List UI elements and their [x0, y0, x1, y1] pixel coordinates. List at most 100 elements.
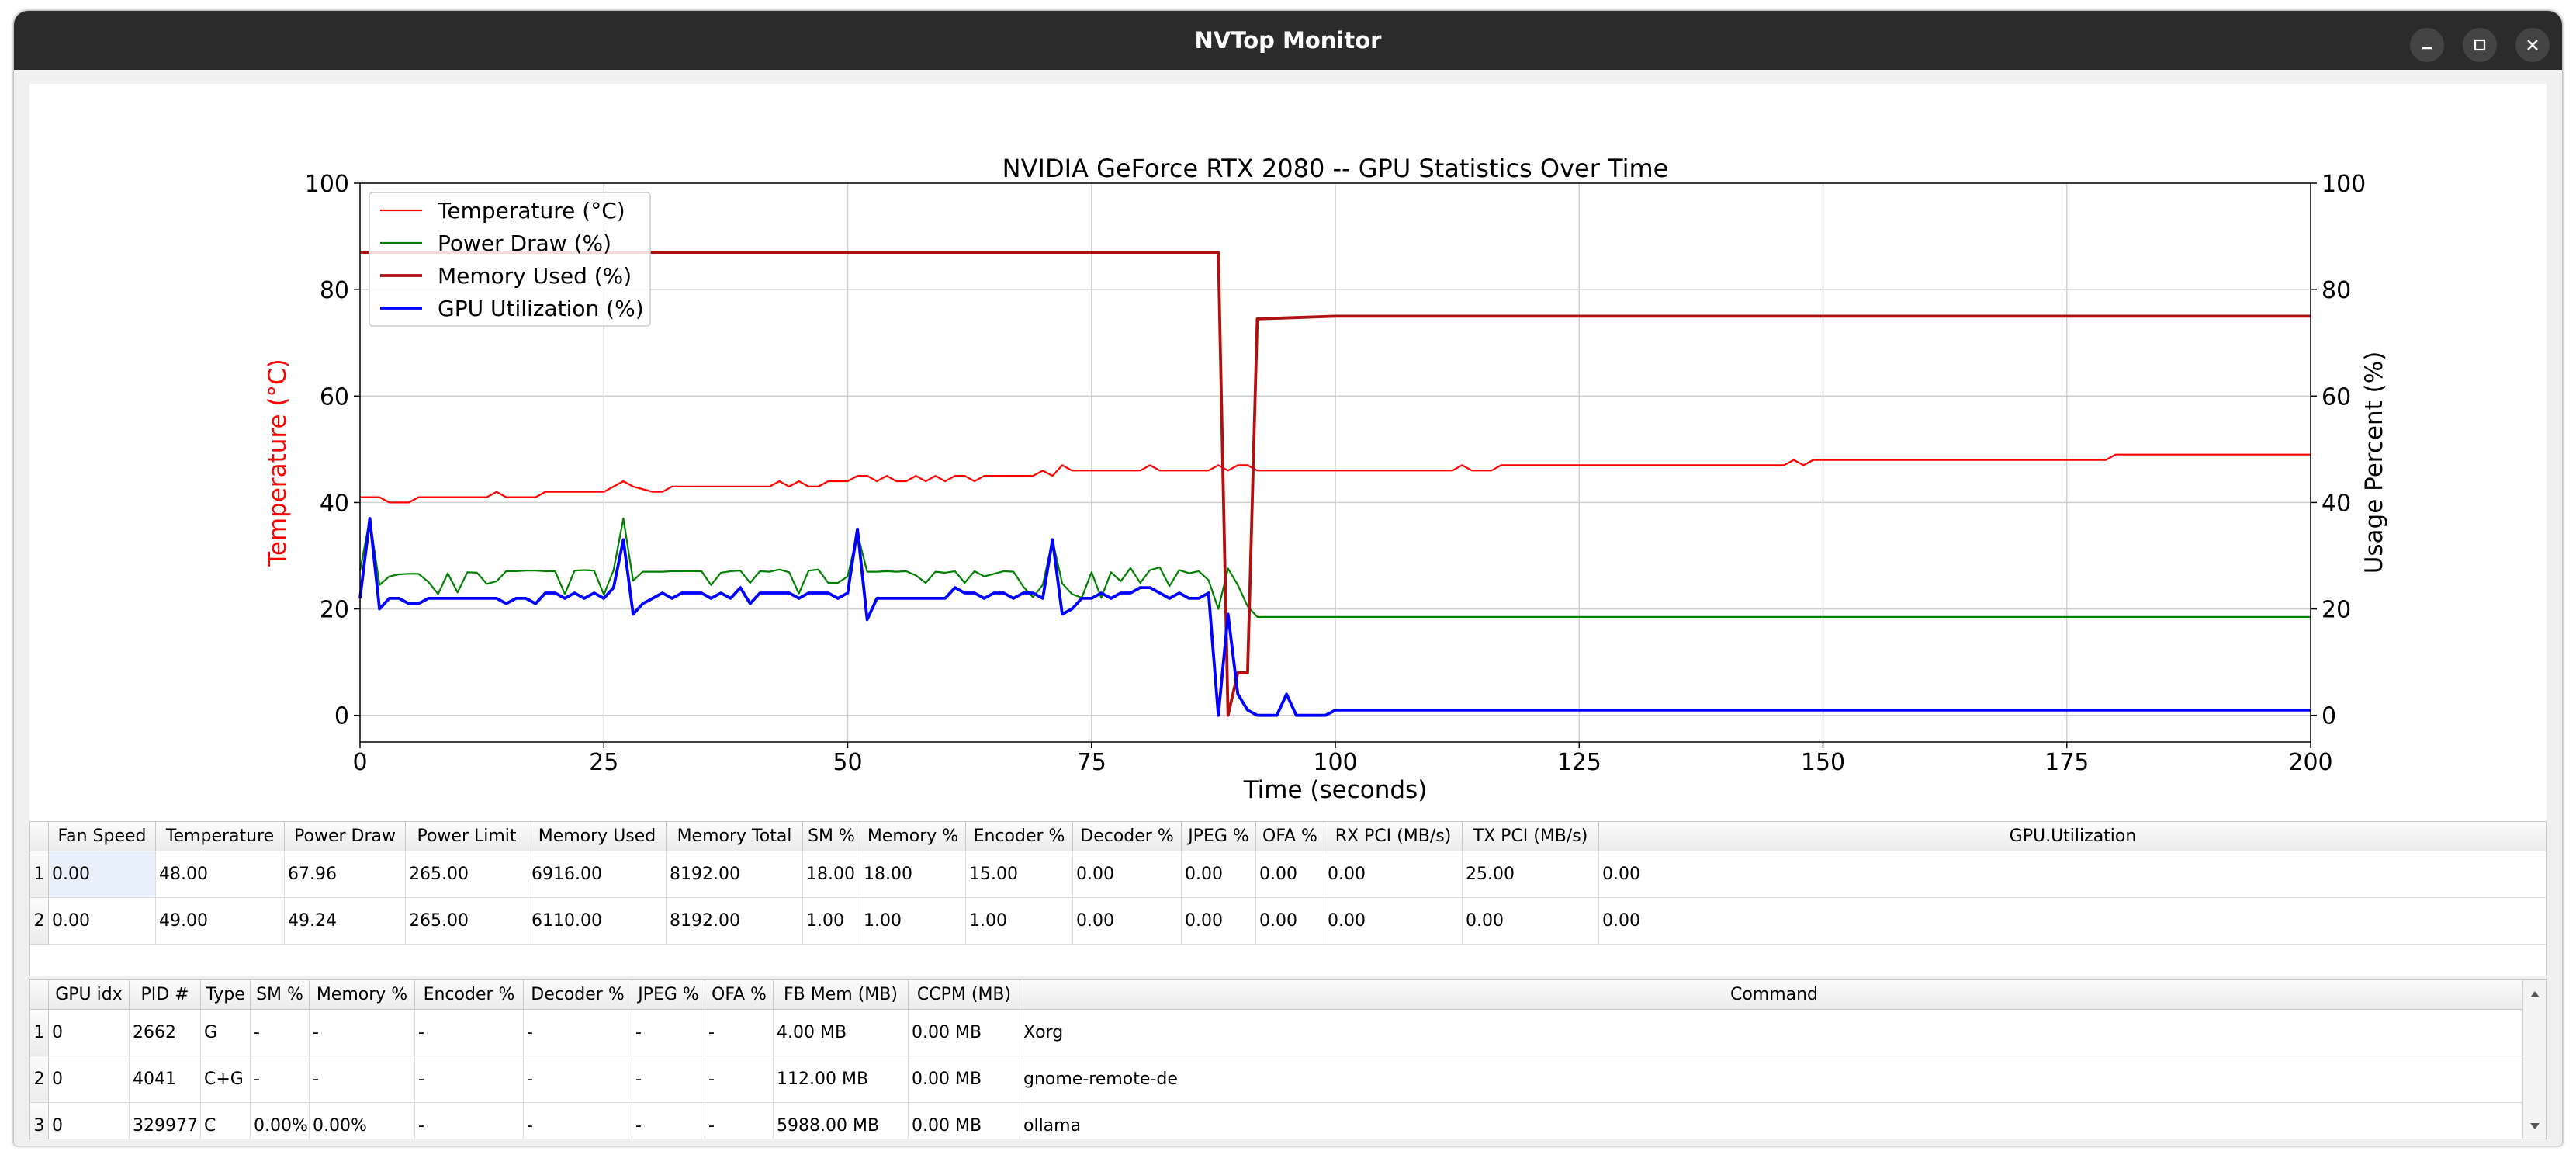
process_table-cell[interactable]: 0.00 MB: [909, 1103, 1020, 1139]
gpu-stats-table[interactable]: Fan Speed Temperature Power Draw Power Limi…: [29, 821, 2547, 976]
process_table-cell[interactable]: C: [201, 1103, 251, 1139]
gpu_table-cell[interactable]: 0.00: [1599, 851, 2546, 898]
process_table-header[interactable]: FB Mem (MB): [774, 980, 909, 1010]
process_table-cell[interactable]: 0: [49, 1056, 130, 1103]
title-bar[interactable]: NVTop Monitor: [14, 11, 2562, 70]
gpu_table-cell[interactable]: 8192.00: [667, 851, 803, 898]
process_table-cell[interactable]: 5988.00 MB: [774, 1103, 909, 1139]
process_table-cell[interactable]: -: [310, 1056, 415, 1103]
process_table-row-number[interactable]: 2: [30, 1056, 49, 1103]
process_table-cell[interactable]: 0: [49, 1010, 130, 1056]
scroll-down-icon[interactable]: [2530, 1123, 2540, 1129]
process_table-cell[interactable]: 4.00 MB: [774, 1010, 909, 1056]
gpu_table-cell[interactable]: 0.00: [1256, 898, 1324, 945]
process_table-cell[interactable]: Xorg: [1020, 1010, 2529, 1056]
gpu_table-header[interactable]: TX PCI (MB/s): [1463, 822, 1599, 851]
gpu_table-cell[interactable]: 0.00: [1256, 851, 1324, 898]
gpu_table-cell[interactable]: 25.00: [1463, 851, 1599, 898]
gpu_table-cell[interactable]: 0.00: [49, 898, 156, 945]
process_table-header[interactable]: GPU idx: [49, 980, 130, 1010]
gpu_table-row-number[interactable]: 2: [30, 898, 49, 945]
process_table-cell[interactable]: G: [201, 1010, 251, 1056]
gpu_table-cell[interactable]: 1.00: [966, 898, 1073, 945]
process_table-header[interactable]: JPEG %: [632, 980, 705, 1010]
process_table-cell[interactable]: gnome-remote-de: [1020, 1056, 2529, 1103]
process_table-scrollbar[interactable]: [2522, 980, 2546, 1139]
process_table-cell[interactable]: -: [632, 1010, 705, 1056]
process_table-cell[interactable]: 4041: [130, 1056, 201, 1103]
process_table-cell[interactable]: 0.00 MB: [909, 1056, 1020, 1103]
process_table-cell[interactable]: -: [251, 1056, 310, 1103]
process_table-header[interactable]: Memory %: [310, 980, 415, 1010]
process_table-header[interactable]: Command: [1020, 980, 2529, 1010]
gpu_table-header[interactable]: SM %: [803, 822, 860, 851]
process_table-cell[interactable]: 0.00%: [251, 1103, 310, 1139]
gpu_table-cell[interactable]: 0.00: [1463, 898, 1599, 945]
gpu_table-cell[interactable]: 6916.00: [528, 851, 667, 898]
close-button[interactable]: [2515, 28, 2550, 62]
process-table[interactable]: GPU idx PID # Type SM % Memory % Encoder % Dec…: [29, 979, 2547, 1139]
gpu_table-cell[interactable]: 0.00: [1182, 851, 1256, 898]
minimize-button[interactable]: [2410, 28, 2444, 62]
process_table-header[interactable]: OFA %: [705, 980, 774, 1010]
process_table-cell[interactable]: -: [251, 1010, 310, 1056]
process_table-cell[interactable]: -: [524, 1056, 632, 1103]
gpu_table-cell[interactable]: 1.00: [860, 898, 966, 945]
gpu_table-cell[interactable]: 18.00: [860, 851, 966, 898]
gpu_table-row-number[interactable]: 1: [30, 851, 49, 898]
process_table-cell[interactable]: -: [415, 1103, 524, 1139]
gpu_table-header[interactable]: Temperature: [156, 822, 285, 851]
maximize-button[interactable]: [2463, 28, 2497, 62]
scroll-up-icon[interactable]: [2530, 991, 2540, 997]
process_table-cell[interactable]: 0.00 MB: [909, 1010, 1020, 1056]
gpu_table-cell[interactable]: 15.00: [966, 851, 1073, 898]
gpu_table-cell[interactable]: 265.00: [406, 898, 528, 945]
gpu_table-cell[interactable]: 0.00: [1182, 898, 1256, 945]
process_table-header[interactable]: Type: [201, 980, 251, 1010]
gpu_table-cell[interactable]: 8192.00: [667, 898, 803, 945]
process_table-corner[interactable]: [30, 980, 49, 1010]
process_table-cell[interactable]: C+G: [201, 1056, 251, 1103]
process_table-cell[interactable]: -: [632, 1056, 705, 1103]
gpu_table-header[interactable]: Memory Total: [667, 822, 803, 851]
process_table-cell[interactable]: 329977: [130, 1103, 201, 1139]
gpu_table-header[interactable]: Encoder %: [966, 822, 1073, 851]
gpu_table-cell[interactable]: 6110.00: [528, 898, 667, 945]
process_table-cell[interactable]: 0: [49, 1103, 130, 1139]
gpu_table-cell[interactable]: 67.96: [285, 851, 406, 898]
gpu_table-cell[interactable]: 0.00: [1324, 898, 1463, 945]
process_table-cell[interactable]: -: [524, 1103, 632, 1139]
process_table-header[interactable]: PID #: [130, 980, 201, 1010]
gpu_table-header[interactable]: Memory Used: [528, 822, 667, 851]
gpu_table-cell[interactable]: 0.00: [49, 851, 156, 898]
gpu_table-cell[interactable]: 0.00: [1599, 898, 2546, 945]
process_table-cell[interactable]: -: [310, 1010, 415, 1056]
process_table-cell[interactable]: 112.00 MB: [774, 1056, 909, 1103]
process_table-row-number[interactable]: 1: [30, 1010, 49, 1056]
process_table-header[interactable]: CCPM (MB): [909, 980, 1020, 1010]
gpu_table-header[interactable]: OFA %: [1256, 822, 1324, 851]
gpu_table-header[interactable]: GPU.Utilization: [1599, 822, 2546, 851]
gpu_table-cell[interactable]: 0.00: [1324, 851, 1463, 898]
gpu_table-cell[interactable]: 265.00: [406, 851, 528, 898]
gpu_table-header[interactable]: Fan Speed: [49, 822, 156, 851]
gpu_table-header[interactable]: Decoder %: [1073, 822, 1182, 851]
gpu_table-header[interactable]: JPEG %: [1182, 822, 1256, 851]
process_table-cell[interactable]: -: [415, 1010, 524, 1056]
gpu_table-cell[interactable]: 49.24: [285, 898, 406, 945]
process_table-cell[interactable]: 0.00%: [310, 1103, 415, 1139]
gpu_table-cell[interactable]: 0.00: [1073, 898, 1182, 945]
gpu_table-cell[interactable]: 48.00: [156, 851, 285, 898]
process_table-cell[interactable]: ollama: [1020, 1103, 2529, 1139]
gpu_table-cell[interactable]: 18.00: [803, 851, 860, 898]
process_table-cell[interactable]: 2662: [130, 1010, 201, 1056]
process_table-header[interactable]: SM %: [251, 980, 310, 1010]
process_table-cell[interactable]: -: [524, 1010, 632, 1056]
process_table-header[interactable]: Encoder %: [415, 980, 524, 1010]
process_table-header[interactable]: Decoder %: [524, 980, 632, 1010]
process_table-cell[interactable]: -: [632, 1103, 705, 1139]
gpu_table-cell[interactable]: 49.00: [156, 898, 285, 945]
process_table-cell[interactable]: -: [705, 1010, 774, 1056]
process_table-cell[interactable]: -: [705, 1103, 774, 1139]
gpu_table-header[interactable]: RX PCI (MB/s): [1324, 822, 1463, 851]
